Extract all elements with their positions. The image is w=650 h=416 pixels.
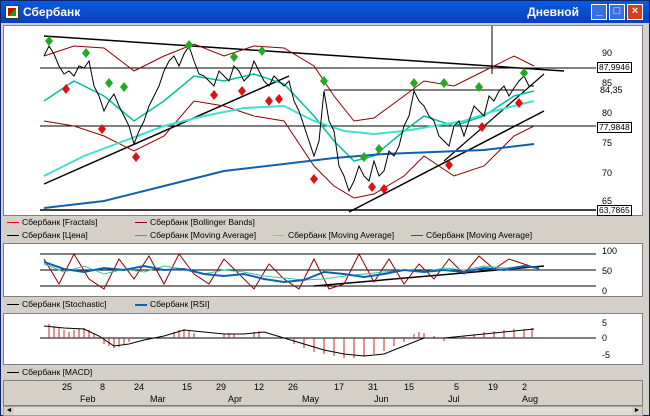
oscillator-panel[interactable]: 100 50 0: [3, 243, 643, 297]
legend-price[interactable]: Сбербанк [Цена]: [7, 230, 88, 240]
timeline-day: 25: [62, 382, 73, 392]
legend-stochastic[interactable]: Сбербанк [Stochastic]: [7, 299, 106, 309]
timeline-month: Apr: [228, 394, 243, 404]
price-axis-label: 80: [602, 108, 613, 118]
timeline-day: 26: [288, 382, 299, 392]
timeline-month: Aug: [522, 394, 539, 404]
price-tag-upper: 87,9946: [597, 62, 632, 73]
timeline-month: Jun: [374, 394, 389, 404]
legend-osc: Сбербанк [Stochastic] Сбербанк [RSI]: [3, 299, 597, 310]
timeline-month: Jul: [448, 394, 460, 404]
legend-fractals[interactable]: Сбербанк [Fractals]: [7, 217, 98, 227]
legend-bollinger[interactable]: Сбербанк [Bollinger Bands]: [135, 217, 255, 227]
price-axis-label: 70: [602, 168, 613, 178]
timeline-day: 17: [334, 382, 345, 392]
time-axis: 25 8 24 15 29 12 26 17 31 15 5 19 2 Feb …: [3, 380, 643, 406]
trendline-support-1: [43, 75, 290, 185]
bollinger-lower: [43, 100, 535, 199]
timeline-day: 15: [404, 382, 415, 392]
price-axis-label: 90: [602, 48, 613, 58]
osc-axis-label: 0: [602, 286, 608, 296]
timeline-day: 19: [488, 382, 499, 392]
ma-mid-line: [43, 100, 535, 177]
trendline-support-2: [348, 110, 545, 213]
title-bar[interactable]: Сбербанк Дневной _ □ ×: [1, 1, 649, 23]
fractals-up: [45, 36, 528, 162]
timeline-day: 8: [100, 382, 106, 392]
window-title: Сбербанк: [23, 5, 81, 19]
legend-ma-slow[interactable]: Сбербанк [Moving Average]: [411, 230, 532, 240]
price-tag-mid: 77,9848: [597, 122, 632, 133]
ma-slow-line: [43, 143, 535, 209]
macd-panel[interactable]: 5 0 -5: [3, 313, 643, 365]
price-tag-lower: 63,7865: [597, 205, 632, 216]
price-chart: [40, 26, 596, 213]
legend-macd-item[interactable]: Сбербанк [MACD]: [7, 367, 92, 377]
trendline-resistance: [43, 35, 565, 72]
trendline-channel: [443, 73, 545, 162]
price-line: [43, 44, 534, 193]
price-axis-label: 65: [602, 196, 613, 206]
price-tag-current: 84,35: [600, 85, 623, 95]
macd-chart: [40, 324, 596, 358]
timeline-day: 24: [134, 382, 145, 392]
horizontal-scrollbar[interactable]: ◄ ►: [3, 406, 643, 416]
timeline-month: May: [302, 394, 320, 404]
maximize-button[interactable]: □: [609, 4, 625, 20]
timeline-day: 12: [254, 382, 265, 392]
legend-main-row2: Сбербанк [Цена] Сбербанк [Moving Average…: [3, 230, 597, 241]
timeline-day: 2: [522, 382, 528, 392]
app-icon: [5, 5, 19, 19]
osc-axis-label: 100: [602, 246, 618, 256]
price-axis-label: 85: [602, 78, 613, 88]
price-chart-panel[interactable]: 90 85 80 75 70 65 87,9946 84,35 77,9848 …: [3, 25, 643, 216]
price-axis-label: 75: [602, 138, 613, 148]
legend-rsi[interactable]: Сбербанк [RSI]: [135, 299, 209, 309]
ma-fast-line: [43, 73, 535, 162]
fractals-down: [62, 84, 523, 194]
legend-macd: Сбербанк [MACD]: [3, 367, 597, 378]
timeline-day: 15: [182, 382, 193, 392]
scroll-right-icon[interactable]: ►: [632, 407, 642, 415]
legend-ma-fast[interactable]: Сбербанк [Moving Average]: [135, 230, 256, 240]
timeline-day: 29: [216, 382, 227, 392]
oscillator-chart: [40, 252, 596, 290]
period-label: Дневной: [527, 5, 579, 19]
minimize-button[interactable]: _: [591, 4, 607, 20]
macd-axis-label: -5: [602, 350, 611, 360]
macd-axis-label: 0: [602, 333, 608, 343]
timeline-day: 5: [454, 382, 460, 392]
osc-axis-label: 50: [602, 266, 613, 276]
scroll-left-icon[interactable]: ◄: [4, 407, 14, 415]
timeline-day: 31: [368, 382, 379, 392]
close-button[interactable]: ×: [627, 4, 643, 20]
timeline-month: Mar: [150, 394, 166, 404]
bollinger-upper: [43, 43, 535, 122]
legend-main-row1: Сбербанк [Fractals] Сбербанк [Bollinger …: [3, 217, 597, 228]
macd-axis-label: 5: [602, 318, 608, 328]
rsi-line: [43, 261, 540, 284]
macd-line: [43, 325, 535, 357]
timeline-month: Feb: [80, 394, 96, 404]
legend-ma-mid[interactable]: Сбербанк [Moving Average]: [273, 230, 394, 240]
macd-histogram: [48, 324, 533, 358]
